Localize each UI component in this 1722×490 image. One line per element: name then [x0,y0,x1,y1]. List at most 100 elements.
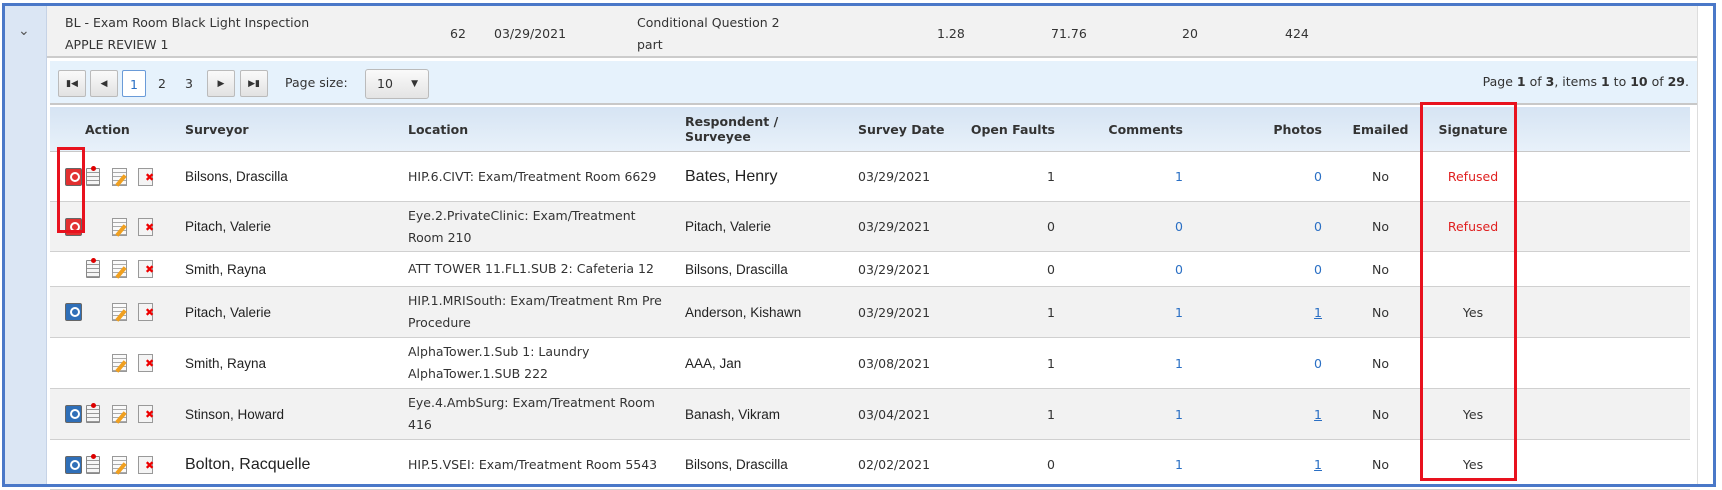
delete-icon[interactable] [138,455,154,474]
date-cell: 03/04/2021 [858,406,931,422]
open-faults-cell: 1 [1047,406,1055,422]
photos-cell: 0 [1314,219,1322,234]
page-size-select[interactable]: 10 ▼ [365,69,429,99]
master-date: 03/29/2021 [494,26,567,41]
column-header-emailed[interactable]: Emailed [1352,121,1409,137]
column-header-respondent[interactable]: Respondent / Surveyee [685,114,779,144]
delete-icon[interactable] [138,354,154,372]
signature-cell: Refused [1447,169,1499,184]
view-photos-icon[interactable] [65,303,82,321]
edit-icon[interactable] [112,167,127,186]
open-faults-cell: 0 [1047,261,1055,277]
table-row[interactable]: Smith, Rayna AlphaTower.1.Sub 1: Laundry … [50,338,1690,389]
report-icon[interactable] [86,403,100,423]
edit-icon[interactable] [112,455,127,474]
surveyor-cell: Bilsons, Drascilla [185,169,288,184]
report-icon[interactable] [86,258,100,278]
chevron-down-icon[interactable]: ⌄ [18,22,30,38]
table-row[interactable]: Pitach, Valerie HIP.1.MRISouth: Exam/Trea… [50,287,1690,338]
master-row[interactable]: BL - Exam Room Black Light Inspection AP… [47,6,1697,58]
view-photos-icon[interactable] [65,405,82,423]
edit-icon[interactable] [112,405,127,423]
column-header-location[interactable]: Location [408,121,469,137]
surveyor-cell: Bolton, Racquelle [185,455,311,473]
table-row[interactable]: Stinson, Howard Eye.4.AmbSurg: Exam/Treat… [50,389,1690,440]
edit-icon[interactable] [112,217,127,236]
expand-column: ⌄ [5,6,47,484]
comments-cell: 0 [1175,261,1183,277]
comments-cell: 0 [1175,219,1183,234]
emailed-cell: No [1372,355,1389,371]
page-1[interactable]: 1 [122,70,146,97]
delete-icon[interactable] [138,303,154,321]
date-cell: 03/29/2021 [858,219,931,234]
surveyor-cell: Pitach, Valerie [185,304,272,320]
delete-icon[interactable] [138,405,154,423]
report-icon[interactable] [86,165,100,186]
dropdown-arrow-icon: ▼ [411,79,418,89]
column-header-comments[interactable]: Comments [1108,121,1183,137]
scrollbar[interactable] [1697,6,1713,484]
column-header-surveyor[interactable]: Surveyor [185,121,249,137]
respondent-cell: Banash, Vikram [685,406,781,422]
page-2[interactable]: 2 [158,76,166,91]
table-row[interactable]: Smith, Rayna ATT TOWER 11.FL1.SUB 2: Cafe… [50,252,1690,287]
page-size-label: Page size: [285,75,348,90]
action-cell [50,440,173,489]
delete-icon[interactable] [138,217,154,236]
prev-page-button[interactable]: ◀ [90,70,118,97]
photos-cell: 0 [1314,355,1322,371]
action-cell [50,152,173,201]
comments-cell: 1 [1175,355,1183,371]
column-header-open-faults[interactable]: Open Faults [970,121,1055,137]
action-cell [50,338,173,388]
comments-cell: 1 [1175,406,1183,422]
column-header-date[interactable]: Survey Date [858,121,945,137]
delete-icon[interactable] [138,260,154,278]
edit-icon[interactable] [112,260,127,278]
table-row[interactable]: Pitach, Valerie Eye.2.PrivateClinic: Exam… [50,202,1690,252]
location-cell: Eye.4.AmbSurg: Exam/Treatment Room 416 [408,395,655,432]
location-cell: ATT TOWER 11.FL1.SUB 2: Cafeteria 12 [408,261,654,276]
column-header-signature[interactable]: Signature [1438,121,1508,137]
view-photos-icon[interactable] [65,455,82,474]
master-value-1: 1.28 [937,26,965,41]
first-page-button[interactable]: ▮◀ [58,70,86,97]
delete-icon[interactable] [138,167,154,186]
edit-icon[interactable] [112,354,127,372]
date-cell: 03/29/2021 [858,261,931,277]
page-3[interactable]: 3 [185,76,193,91]
emailed-cell: No [1372,219,1389,234]
survey-subtitle: APPLE REVIEW 1 [65,37,169,52]
master-value-3: 20 [1182,26,1198,41]
photos-cell[interactable]: 1 [1314,304,1322,320]
column-header-action[interactable]: Action [85,121,130,137]
survey-title: BL - Exam Room Black Light Inspection [65,15,310,30]
pager-info: Page 1 of 3, items 1 to 10 of 29. [1482,74,1689,89]
signature-cell: Refused [1447,219,1499,234]
date-cell: 03/29/2021 [858,169,931,184]
date-cell: 03/08/2021 [858,355,931,371]
respondent-cell: Bilsons, Drascilla [685,457,788,472]
table-row[interactable]: Bilsons, Drascilla HIP.6.CIVT: Exam/Treat… [50,152,1690,202]
last-page-button[interactable]: ▶▮ [240,70,268,97]
photos-cell[interactable]: 1 [1314,406,1322,422]
master-count: 62 [450,26,466,41]
report-icon[interactable] [86,453,100,474]
surveyor-cell: Pitach, Valerie [185,219,272,234]
edit-icon[interactable] [112,303,127,321]
photos-cell[interactable]: 1 [1314,457,1322,472]
comments-cell: 1 [1175,169,1183,184]
next-page-button[interactable]: ▶ [207,70,235,97]
pager: ▮◀ ◀ 1 2 3 ▶ ▶▮ Page size: 10 ▼ Page 1 of… [50,61,1697,105]
location-cell: HIP.6.CIVT: Exam/Treatment Room 6629 [408,168,657,184]
location-cell: AlphaTower.1.Sub 1: Laundry AlphaTower.1… [408,344,590,381]
column-header-photos[interactable]: Photos [1273,121,1322,137]
location-cell: HIP.5.VSEI: Exam/Treatment Room 5543 [408,456,658,472]
master-value-4: 424 [1285,26,1309,41]
photos-cell: 0 [1314,261,1322,277]
action-cell [50,252,173,286]
action-cell [50,389,173,439]
view-photos-icon[interactable] [65,167,82,186]
emailed-cell: No [1372,304,1389,320]
